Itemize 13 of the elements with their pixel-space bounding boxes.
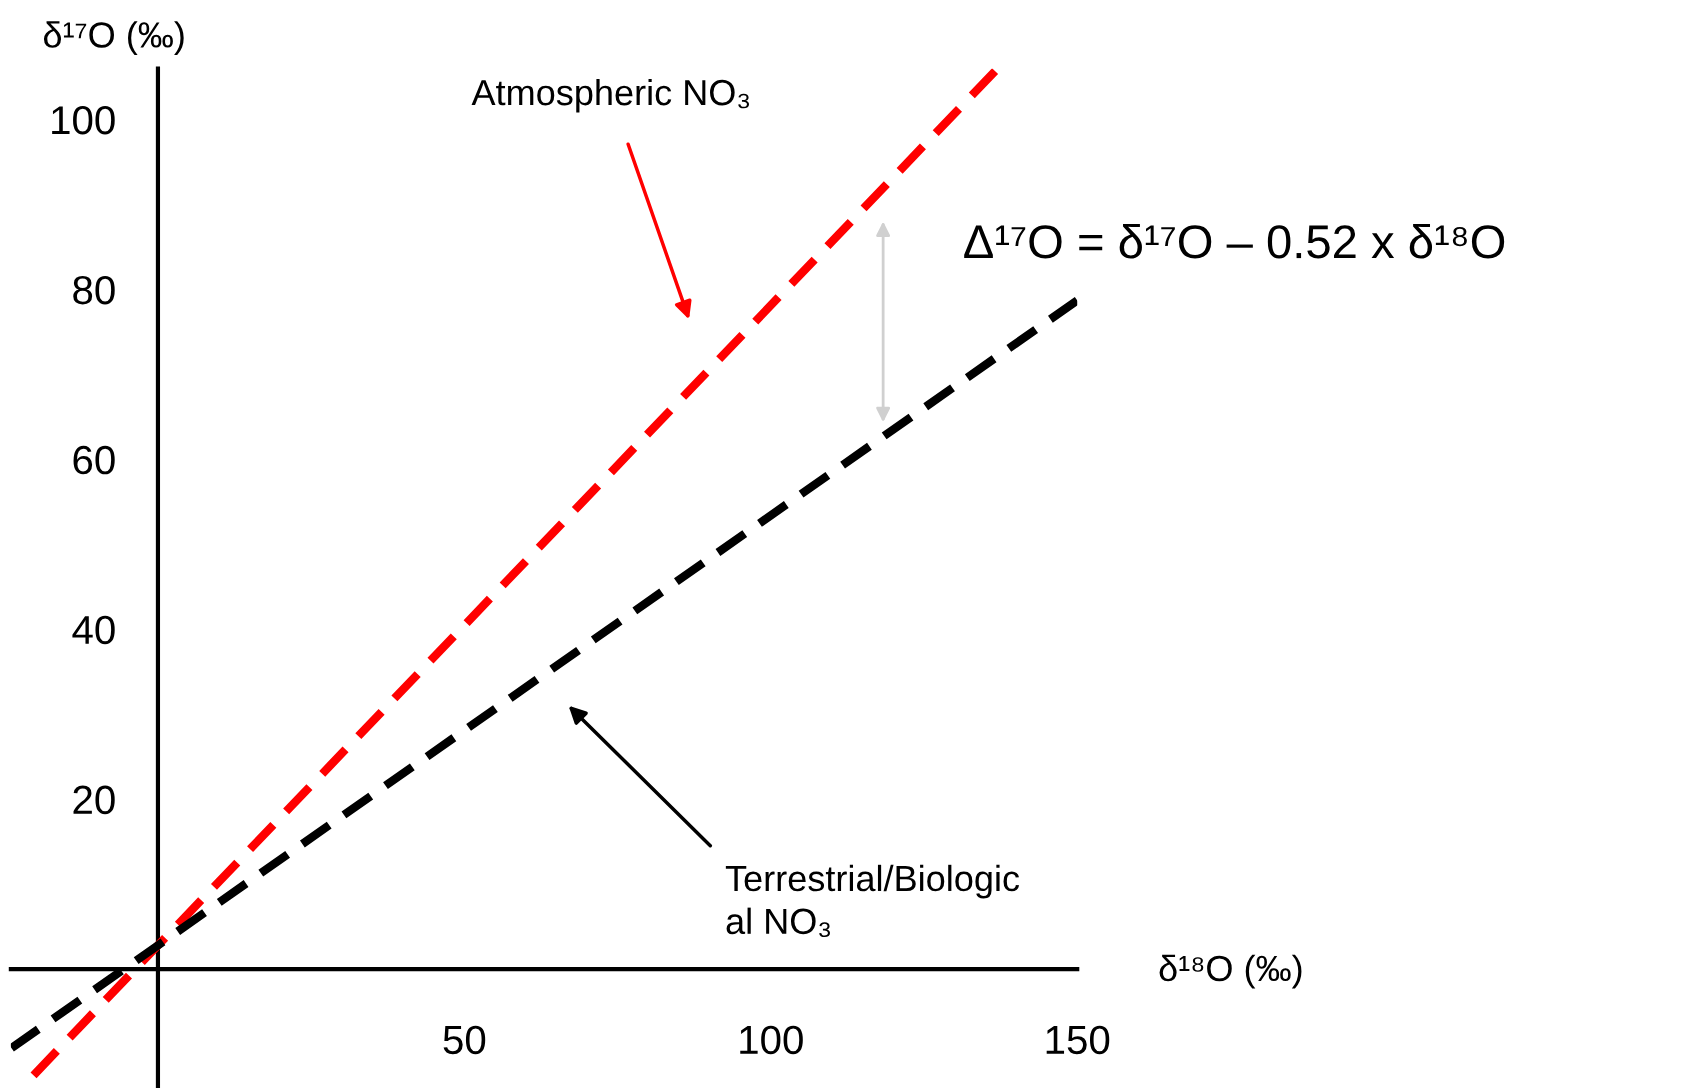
annotation: Terrestrial/Biologic al NO₃ xyxy=(725,864,1020,938)
annotation: Δ¹⁷O = δ¹⁷O – 0.52 x δ¹⁸O xyxy=(964,223,1505,259)
y-axis-title: δ¹⁷O (‰) xyxy=(43,21,184,55)
x-tick-label: 50 xyxy=(443,1025,486,1055)
y-tick-label: 80 xyxy=(73,275,115,305)
x-tick-label: 100 xyxy=(740,1025,803,1055)
y-tick-label: 100 xyxy=(52,105,115,135)
x-axis-title: δ¹⁸O (‰) xyxy=(1159,954,1302,989)
y-tick-label: 40 xyxy=(72,615,115,645)
y-tick-label: 20 xyxy=(73,785,115,815)
annotation: Atmospheric NO₃ xyxy=(471,78,750,113)
x-tick-label: 150 xyxy=(1046,1025,1110,1055)
y-tick-label: 60 xyxy=(73,445,115,475)
